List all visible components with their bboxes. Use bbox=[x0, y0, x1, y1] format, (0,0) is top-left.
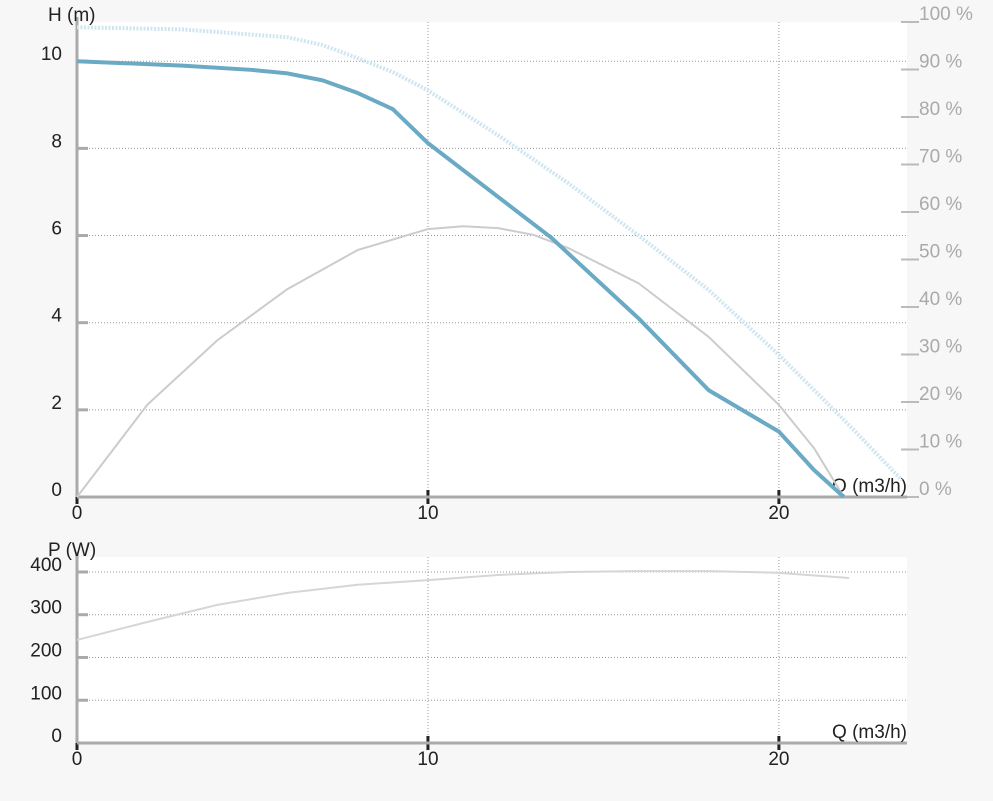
plot-area bbox=[77, 22, 907, 497]
y-tick-label: 10 bbox=[41, 44, 62, 65]
series-line bbox=[76, 570, 850, 641]
y-tick-label: 6 bbox=[51, 219, 62, 240]
y2-tick-label: 90 % bbox=[919, 52, 962, 73]
x-tick-label: 0 bbox=[72, 749, 83, 770]
y2-tick-label: 50 % bbox=[919, 242, 962, 263]
x-axis-label: Q (m3/h) bbox=[832, 476, 907, 497]
y2-tick-label: 60 % bbox=[919, 194, 962, 215]
y2-tick-label: 40 % bbox=[919, 289, 962, 310]
y2-tick-label: 70 % bbox=[919, 147, 962, 168]
y-tick-label: 0 bbox=[51, 480, 62, 501]
x-tick-label: 20 bbox=[768, 749, 789, 770]
y2-tick-label: 0 % bbox=[919, 479, 952, 500]
y-axis-label: H (m) bbox=[48, 5, 95, 26]
y-tick-label: 4 bbox=[51, 306, 62, 327]
y-tick-label: 2 bbox=[51, 393, 62, 414]
x-tick-label: 0 bbox=[72, 503, 83, 524]
y-tick-label: 0 bbox=[51, 726, 62, 747]
x-tick-label: 10 bbox=[417, 749, 438, 770]
y2-tick-label: 100 % bbox=[919, 4, 973, 25]
y2-tick-label: 20 % bbox=[919, 384, 962, 405]
series-line bbox=[76, 25, 904, 482]
y-tick-label: 200 bbox=[30, 640, 62, 661]
series-line bbox=[76, 59, 846, 499]
y-tick-label: 100 bbox=[30, 683, 62, 704]
x-tick-label: 10 bbox=[417, 503, 438, 524]
series-line bbox=[76, 225, 845, 498]
y-tick-label: 300 bbox=[30, 598, 62, 619]
plot-area bbox=[77, 557, 907, 743]
y2-tick-label: 10 % bbox=[919, 432, 962, 453]
y-tick-label: 400 bbox=[30, 555, 62, 576]
y-axis-label: P (W) bbox=[48, 540, 96, 561]
y2-tick-label: 30 % bbox=[919, 337, 962, 358]
y2-tick-label: 80 % bbox=[919, 99, 962, 120]
x-axis-label: Q (m3/h) bbox=[832, 722, 907, 743]
y-tick-label: 8 bbox=[51, 131, 62, 152]
x-tick-label: 20 bbox=[768, 503, 789, 524]
